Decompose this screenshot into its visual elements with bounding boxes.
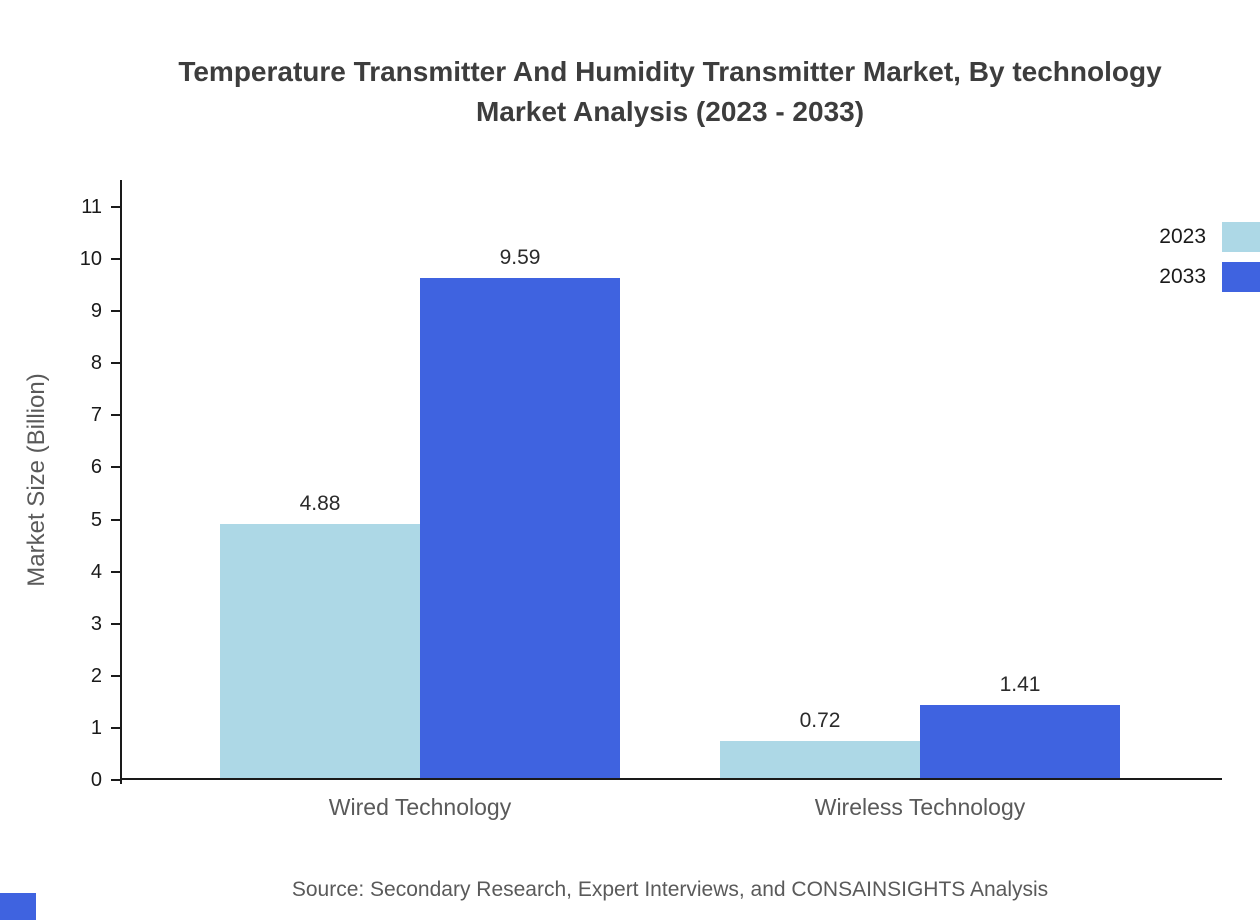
y-axis-title: Market Size (Billion) <box>23 373 50 587</box>
y-tick-mark <box>111 518 120 521</box>
legend: 2023 2033 <box>1159 222 1260 292</box>
bar-2023-1 <box>720 740 920 778</box>
x-category-label: Wired Technology <box>328 794 512 820</box>
y-tick-label: 4 <box>90 560 102 583</box>
bar-value-label: 4.88 <box>299 491 341 515</box>
bar-2023-0 <box>220 523 420 778</box>
y-tick-label: 3 <box>90 612 102 635</box>
y-tick-mark <box>111 466 120 469</box>
y-tick-label: 10 <box>79 248 102 271</box>
y-tick-mark <box>111 258 120 261</box>
plot-area: 0 1 2 3 4 5 6 7 8 9 10 11 4.88 9.59 Wired Technology 0… <box>80 180 1222 820</box>
x-category-label: Wireless Technology <box>814 794 1026 820</box>
y-tick-mark <box>111 414 120 417</box>
y-tick-label: 1 <box>90 716 102 739</box>
chart-title-line2: Market Analysis (2023 - 2033) <box>475 96 865 127</box>
legend-item: 2023 <box>1159 222 1260 252</box>
y-axis-line <box>120 180 122 784</box>
chart-title: Temperature Transmitter And Humidity Tra… <box>80 52 1260 132</box>
y-tick-mark <box>111 726 120 729</box>
bar-value-label: 9.59 <box>499 246 541 270</box>
y-tick-mark <box>111 570 120 573</box>
corner-logo-mark <box>0 893 36 920</box>
y-tick-mark <box>111 206 120 208</box>
y-tick-mark <box>111 779 120 781</box>
y-tick-mark <box>111 622 120 625</box>
y-tick-label: 11 <box>81 196 102 218</box>
bar-value-label: 0.72 <box>799 708 841 732</box>
y-tick-label: 8 <box>90 352 102 375</box>
legend-swatch-2023 <box>1222 222 1260 252</box>
y-tick-label: 5 <box>90 508 102 531</box>
bar-2033-1 <box>920 704 1120 778</box>
y-tick-label: 7 <box>90 404 102 427</box>
legend-swatch-2033 <box>1222 262 1260 292</box>
y-tick-label: 6 <box>90 456 102 479</box>
legend-item: 2033 <box>1159 262 1260 292</box>
y-tick-mark <box>111 362 120 365</box>
x-axis-line <box>120 778 1222 780</box>
bar-value-label: 1.41 <box>999 672 1041 696</box>
legend-label: 2033 <box>1159 265 1206 288</box>
y-tick-mark <box>111 674 120 677</box>
bar-2033-0 <box>420 278 620 778</box>
y-tick-label: 0 <box>90 769 102 791</box>
chart-title-line1: Temperature Transmitter And Humidity Tra… <box>178 56 1162 87</box>
y-tick-mark <box>111 310 120 313</box>
y-tick-label: 9 <box>90 300 102 323</box>
y-tick-label: 2 <box>90 664 102 687</box>
legend-label: 2023 <box>1159 225 1206 248</box>
source-note: Source: Secondary Research, Expert Inter… <box>291 878 1049 901</box>
